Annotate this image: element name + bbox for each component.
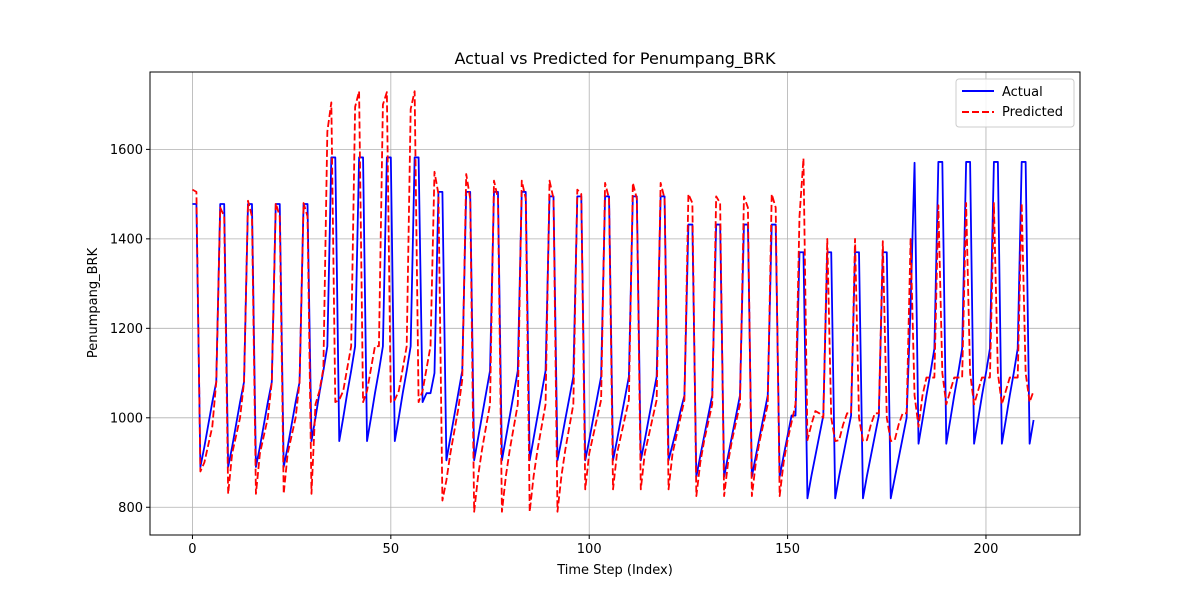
- legend-label-predicted: Predicted: [1002, 105, 1063, 120]
- chart-title: Actual vs Predicted for Penumpang_BRK: [454, 49, 776, 69]
- grid-lines: [150, 72, 1080, 535]
- y-tick-label: 1200: [110, 322, 143, 337]
- x-axis-label: Time Step (Index): [556, 563, 673, 578]
- legend-label-actual: Actual: [1002, 85, 1043, 100]
- x-tick-label: 200: [974, 542, 999, 557]
- x-axis-ticks: 0 50 100 150 200: [188, 535, 998, 557]
- y-tick-label: 1600: [110, 143, 143, 158]
- plot-frame: [149, 71, 1081, 536]
- y-tick-label: 800: [118, 501, 143, 516]
- y-axis-ticks: 800 1000 1200 1400 1600: [110, 143, 150, 516]
- plot-series: [192, 90, 1035, 513]
- x-tick-label: 150: [775, 542, 800, 557]
- y-axis-label: Penumpang_BRK: [86, 247, 101, 358]
- x-tick-label: 100: [577, 542, 602, 557]
- x-tick-label: 0: [188, 542, 196, 557]
- series-line-predicted: [192, 90, 1035, 513]
- legend: Actual Predicted: [955, 78, 1075, 128]
- y-tick-label: 1400: [110, 232, 143, 247]
- x-tick-label: 50: [383, 542, 400, 557]
- y-tick-label: 1000: [110, 411, 143, 426]
